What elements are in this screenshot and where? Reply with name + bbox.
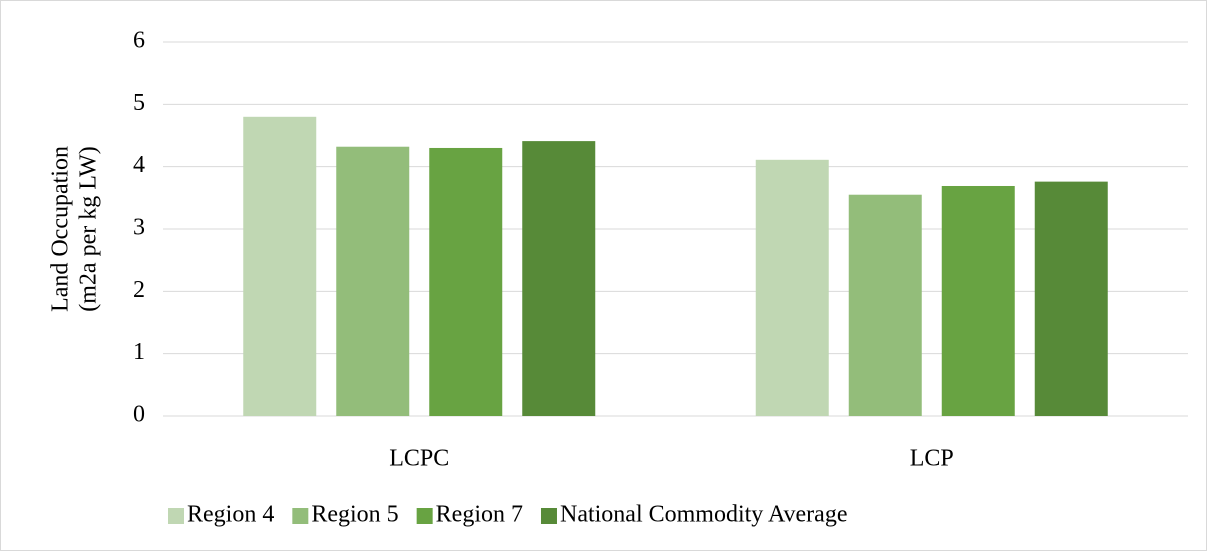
legend-swatch [292, 508, 309, 524]
x-tick-label: LCPC [389, 446, 449, 472]
legend-swatch [540, 508, 557, 524]
legend-label: Region 4 [187, 502, 274, 528]
bar [429, 147, 503, 416]
legend-label: Region 5 [311, 502, 398, 528]
y-axis-label: Land Occupation [48, 146, 74, 312]
bar [848, 194, 922, 416]
bar [336, 146, 410, 416]
y-tick-label: 4 [133, 152, 145, 178]
y-tick-label: 1 [133, 339, 145, 365]
y-tick-label: 0 [133, 402, 145, 428]
legend-label: National Commodity Average [560, 502, 848, 528]
legend-swatch [416, 508, 433, 524]
bar [243, 116, 317, 417]
bar [1034, 181, 1108, 416]
legend-label: Region 7 [436, 502, 523, 528]
legend-swatch [168, 508, 184, 524]
y-axis-label: (m2a per kg LW) [76, 146, 102, 311]
bar [941, 185, 1015, 416]
bar [755, 159, 829, 416]
y-tick-label: 5 [133, 90, 145, 116]
y-tick-label: 2 [133, 277, 145, 303]
y-tick-label: 6 [133, 28, 145, 54]
bar [522, 141, 596, 417]
x-tick-label: LCP [910, 446, 954, 472]
y-tick-label: 3 [133, 215, 145, 241]
